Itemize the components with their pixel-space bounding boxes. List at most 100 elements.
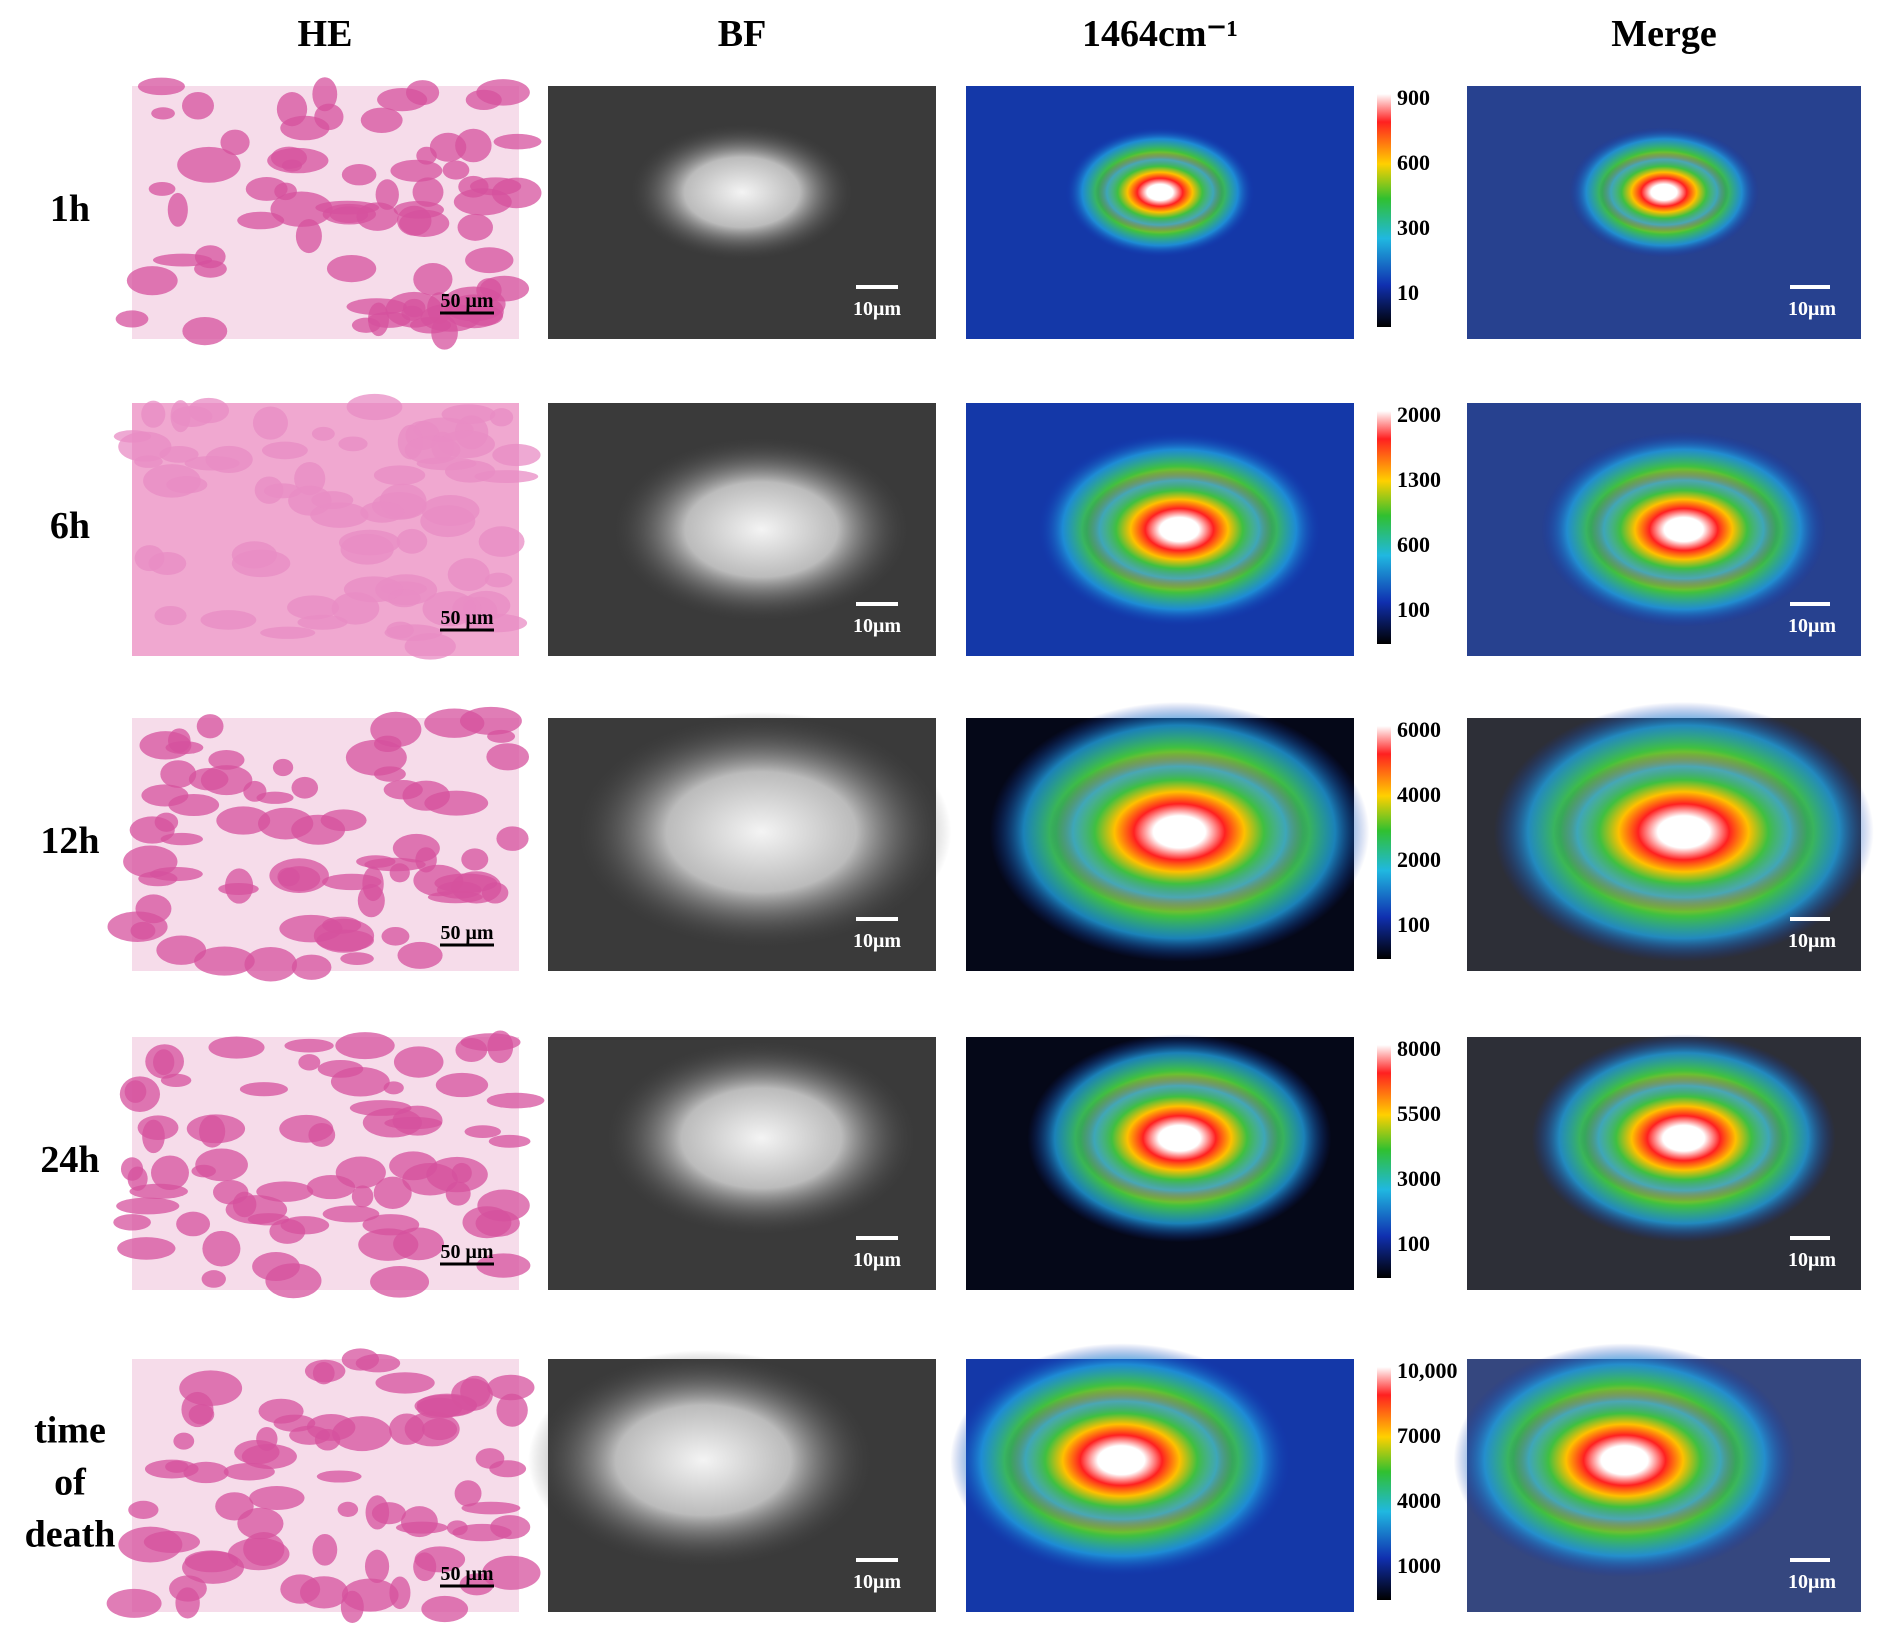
he-tissue [260,626,316,639]
he-tissue [406,80,440,106]
bf-glow [601,1038,922,1239]
he-tissue [492,443,541,467]
scale-label: 50 μm [441,1241,494,1263]
he-tissue [442,160,470,180]
he-tissue [270,191,333,227]
scale-label: 50 μm [441,607,494,629]
he-tissue [341,1348,380,1371]
scale-label: 10μm [853,298,901,320]
row: 24h 50 μm 10μm 10μm 8000 5500 3000 100 [40,1030,1861,1299]
row: 1h 50 μm 10μm 10μm 900 600 300 10 [50,77,1861,350]
he-tissue [338,436,368,452]
he-tissue [175,1587,200,1619]
he-tissue [168,793,220,817]
bf-image: 10μm [548,86,936,339]
he-tissue [252,406,288,440]
signal-core [1095,152,1225,233]
he-tissue [225,1195,288,1225]
he-tissue [129,816,175,844]
he-tissue [116,1197,180,1215]
scale-label: 10μm [853,1571,901,1593]
colorbar-tick: 1300 [1397,467,1441,492]
he-image: 50 μm [106,1348,541,1623]
he-tissue [300,1576,349,1609]
he-tissue [373,735,402,753]
colorbar-tick: 10 [1397,280,1419,305]
he-tissue [330,1067,390,1097]
he-tissue [106,1588,162,1618]
he-tissue [389,1151,438,1181]
he-tissue [234,1439,280,1465]
he-tissue [322,1205,380,1223]
he-tissue [202,1230,241,1267]
he-tissue [364,857,426,872]
he-tissue [412,177,444,207]
he-tissue [362,1107,422,1138]
he-tissue [335,1156,386,1189]
colorbar-tick: 4000 [1397,1488,1441,1513]
signal-core [1049,751,1310,912]
signal-core [1004,1388,1239,1533]
he-tissue [186,1114,246,1144]
row-label: time of death [25,1409,116,1555]
he-tissue [426,1156,488,1193]
he-tissue [128,1500,159,1519]
he-tissue [154,605,187,626]
he-tissue [249,1486,305,1510]
scale-label: 10μm [1788,298,1836,320]
colorbar-tick: 600 [1397,532,1430,557]
he-tissue [134,455,163,468]
he-tissue [465,247,514,274]
he-tissue [313,918,375,953]
he-tissue [167,192,188,227]
colorbar [1377,1045,1391,1278]
row: 6h 50 μm 10μm 10μm 2000 1300 600 100 [50,393,1861,660]
he-tissue [227,1537,290,1571]
he-tissue [298,1054,321,1071]
he-tissue [482,1555,541,1590]
he-tissue [341,164,377,186]
he-tissue [452,596,482,622]
bf-image: 10μm [548,403,936,656]
he-tissue [205,445,253,473]
he-tissue [139,731,192,760]
colorbar [1377,726,1391,959]
he-tissue [244,946,297,982]
he-tissue [297,614,348,630]
he-tissue [237,1507,284,1540]
he-tissue [145,1044,184,1079]
he-tissue [256,1181,314,1202]
colorbar [1377,411,1391,644]
he-tissue [474,470,539,483]
merge-image: 10μm [1453,1343,1861,1612]
he-tissue [126,266,178,296]
colorbar-tick: 2000 [1397,402,1441,427]
he-tissue [340,952,374,965]
he-tissue [486,743,530,771]
he-tissue [364,1549,390,1583]
scale-label: 10μm [1788,1571,1836,1593]
he-tissue [455,128,492,163]
he-tissue [487,1030,514,1064]
he-tissue [176,1211,211,1237]
colorbar-tick: 100 [1397,912,1430,937]
he-tissue [486,1092,545,1109]
he-tissue [462,1206,512,1239]
he-tissue [220,129,250,156]
signal-core [1599,152,1729,233]
he-tissue [314,103,344,131]
he-tissue [414,1546,466,1573]
he-tissue [194,245,226,269]
he-tissue [447,558,490,591]
he-tissue [148,551,187,575]
column-header: 1464cm⁻¹ [1082,13,1238,55]
colorbar-tick: 300 [1397,215,1430,240]
scale-label: 10μm [1788,930,1836,952]
he-tissue [143,464,201,498]
row-label: 24h [40,1139,99,1181]
he-tissue [279,1114,334,1143]
colorbar-tick: 100 [1397,1231,1430,1256]
he-tissue [137,77,185,96]
signal-core [1075,1074,1284,1203]
raman-map [966,701,1370,971]
